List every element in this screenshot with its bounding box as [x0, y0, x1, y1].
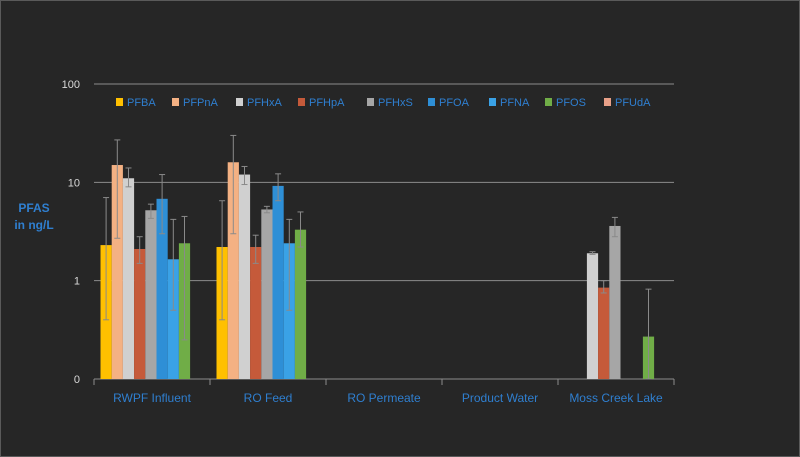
- x-category-label: Moss Creek Lake: [569, 391, 663, 405]
- legend-swatch-pfos: [545, 98, 552, 106]
- bar-pfhxs: [145, 210, 157, 379]
- bar-pfhpa: [598, 287, 610, 379]
- bar-pfhxa: [586, 253, 599, 379]
- legend-label-pfhpa: PFHpA: [309, 97, 345, 109]
- legend-swatch-pfhxa: [236, 98, 243, 106]
- bar-pfhxa: [238, 174, 251, 379]
- bar-pfna: [167, 259, 179, 379]
- bar-pfpna: [227, 162, 239, 379]
- legend-label-pfoa: PFOA: [439, 97, 470, 109]
- legend-swatch-pfoa: [428, 98, 435, 106]
- legend-label-pfhxa: PFHxA: [247, 97, 283, 109]
- legend-label-pfhxs: PFHxS: [378, 97, 413, 109]
- y-axis-label-line-2: in ng/L: [14, 218, 54, 232]
- y-tick-label: 0: [74, 374, 80, 386]
- x-category-label: RWPF Influent: [113, 391, 191, 405]
- bar-pfos: [294, 229, 307, 379]
- legend-swatch-pfhpa: [298, 98, 305, 106]
- legend-swatch-pfna: [489, 98, 496, 106]
- y-tick-label: 100: [62, 79, 80, 91]
- x-category-label: RO Permeate: [347, 391, 421, 405]
- legend-swatch-pfhxs: [367, 98, 374, 106]
- bar-pfhxs: [609, 225, 621, 379]
- bar-pfhxa: [122, 178, 135, 379]
- bar-pfpna: [111, 165, 123, 379]
- y-axis-label-line-1: PFAS: [18, 201, 50, 215]
- bar-pfna: [283, 243, 295, 379]
- legend-swatch-pfuda: [604, 98, 611, 106]
- bar-pfhpa: [250, 246, 262, 379]
- bar-pfhxs: [261, 209, 273, 379]
- legend-label-pfba: PFBA: [127, 97, 156, 109]
- bar-pfhpa: [134, 248, 146, 379]
- y-tick-label: 1: [74, 276, 80, 288]
- legend-swatch-pfpna: [172, 98, 179, 106]
- legend-swatch-pfba: [116, 98, 123, 106]
- y-axis-label: PFAS in ng/L: [4, 200, 64, 234]
- bar-pfoa: [272, 185, 284, 379]
- legend-label-pfuda: PFUdA: [615, 97, 651, 109]
- legend-label-pfpna: PFPnA: [183, 97, 219, 109]
- bar-pfoa: [156, 198, 168, 379]
- x-category-label: RO Feed: [244, 391, 293, 405]
- legend-label-pfna: PFNA: [500, 97, 530, 109]
- y-tick-label: 10: [68, 177, 80, 189]
- legend-label-pfos: PFOS: [556, 97, 586, 109]
- x-category-label: Product Water: [462, 391, 538, 405]
